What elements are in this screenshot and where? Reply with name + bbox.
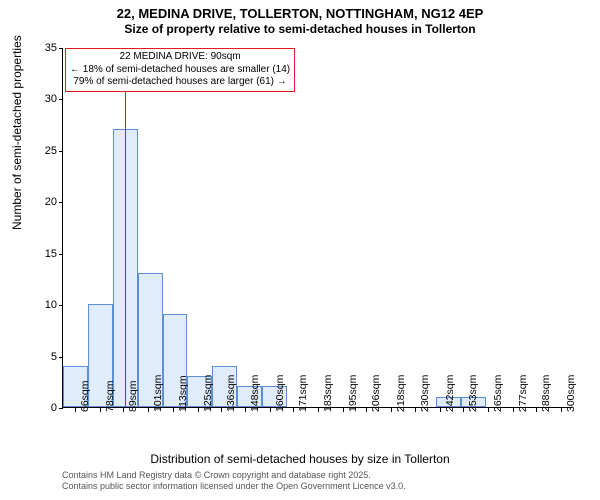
y-tick-label: 30 xyxy=(27,93,57,105)
x-tick-mark xyxy=(245,408,246,412)
x-tick-mark xyxy=(561,408,562,412)
y-tick-mark xyxy=(59,99,63,100)
x-tick-mark xyxy=(415,408,416,412)
x-tick-label: 78sqm xyxy=(104,380,116,412)
x-tick-mark xyxy=(343,408,344,412)
x-tick-label: 125sqm xyxy=(202,375,214,412)
y-axis-label: Number of semi-detached properties xyxy=(10,35,24,230)
x-tick-mark xyxy=(173,408,174,412)
x-tick-label: 253sqm xyxy=(467,375,479,412)
y-tick-label: 5 xyxy=(27,351,57,363)
x-tick-label: 300sqm xyxy=(565,375,577,412)
x-tick-label: 171sqm xyxy=(297,375,309,412)
x-tick-mark xyxy=(536,408,537,412)
footer-line-2: Contains public sector information licen… xyxy=(62,481,406,492)
x-tick-label: 265sqm xyxy=(492,375,504,412)
y-tick-label: 25 xyxy=(27,145,57,157)
x-tick-label: 288sqm xyxy=(540,375,552,412)
property-marker-line xyxy=(125,85,126,407)
y-tick-mark xyxy=(59,151,63,152)
x-tick-label: 66sqm xyxy=(79,380,91,412)
x-tick-mark xyxy=(366,408,367,412)
x-tick-label: 136sqm xyxy=(225,375,237,412)
chart-area: 0510152025303566sqm78sqm89sqm101sqm113sq… xyxy=(62,48,572,408)
x-tick-mark xyxy=(488,408,489,412)
y-tick-label: 20 xyxy=(27,196,57,208)
x-tick-label: 230sqm xyxy=(419,375,431,412)
x-tick-mark xyxy=(148,408,149,412)
x-tick-mark xyxy=(198,408,199,412)
x-tick-label: 277sqm xyxy=(517,375,529,412)
chart-title-block: 22, MEDINA DRIVE, TOLLERTON, NOTTINGHAM,… xyxy=(0,0,600,37)
y-tick-mark xyxy=(59,305,63,306)
x-tick-mark xyxy=(100,408,101,412)
y-tick-mark xyxy=(59,202,63,203)
x-tick-label: 89sqm xyxy=(127,380,139,412)
x-tick-label: 183sqm xyxy=(322,375,334,412)
x-tick-label: 113sqm xyxy=(177,375,189,412)
x-axis-label: Distribution of semi-detached houses by … xyxy=(0,452,600,466)
callout-line: ← 18% of semi-detached houses are smalle… xyxy=(70,64,290,77)
x-tick-mark xyxy=(513,408,514,412)
x-tick-label: 206sqm xyxy=(370,375,382,412)
y-tick-label: 15 xyxy=(27,248,57,260)
x-tick-mark xyxy=(463,408,464,412)
x-tick-mark xyxy=(221,408,222,412)
title-line-2: Size of property relative to semi-detach… xyxy=(0,22,600,37)
y-tick-label: 10 xyxy=(27,299,57,311)
x-tick-mark xyxy=(75,408,76,412)
footer-line-1: Contains HM Land Registry data © Crown c… xyxy=(62,470,406,481)
property-callout: 22 MEDINA DRIVE: 90sqm← 18% of semi-deta… xyxy=(65,48,295,92)
x-tick-mark xyxy=(123,408,124,412)
x-tick-label: 160sqm xyxy=(274,375,286,412)
title-line-1: 22, MEDINA DRIVE, TOLLERTON, NOTTINGHAM,… xyxy=(0,6,600,22)
x-tick-label: 218sqm xyxy=(395,375,407,412)
y-tick-mark xyxy=(59,254,63,255)
y-tick-mark xyxy=(59,408,63,409)
x-tick-label: 242sqm xyxy=(444,375,456,412)
plot-region: 0510152025303566sqm78sqm89sqm101sqm113sq… xyxy=(62,48,572,408)
callout-line: 22 MEDINA DRIVE: 90sqm xyxy=(70,51,290,64)
x-tick-label: 195sqm xyxy=(347,375,359,412)
y-tick-mark xyxy=(59,48,63,49)
x-tick-label: 148sqm xyxy=(249,375,261,412)
attribution-footer: Contains HM Land Registry data © Crown c… xyxy=(62,470,406,492)
x-tick-label: 101sqm xyxy=(152,375,164,412)
x-tick-mark xyxy=(440,408,441,412)
y-tick-label: 35 xyxy=(27,42,57,54)
y-tick-mark xyxy=(59,357,63,358)
callout-line: 79% of semi-detached houses are larger (… xyxy=(70,76,290,89)
x-tick-mark xyxy=(391,408,392,412)
x-tick-mark xyxy=(293,408,294,412)
y-tick-label: 0 xyxy=(27,402,57,414)
x-tick-mark xyxy=(318,408,319,412)
x-tick-mark xyxy=(270,408,271,412)
